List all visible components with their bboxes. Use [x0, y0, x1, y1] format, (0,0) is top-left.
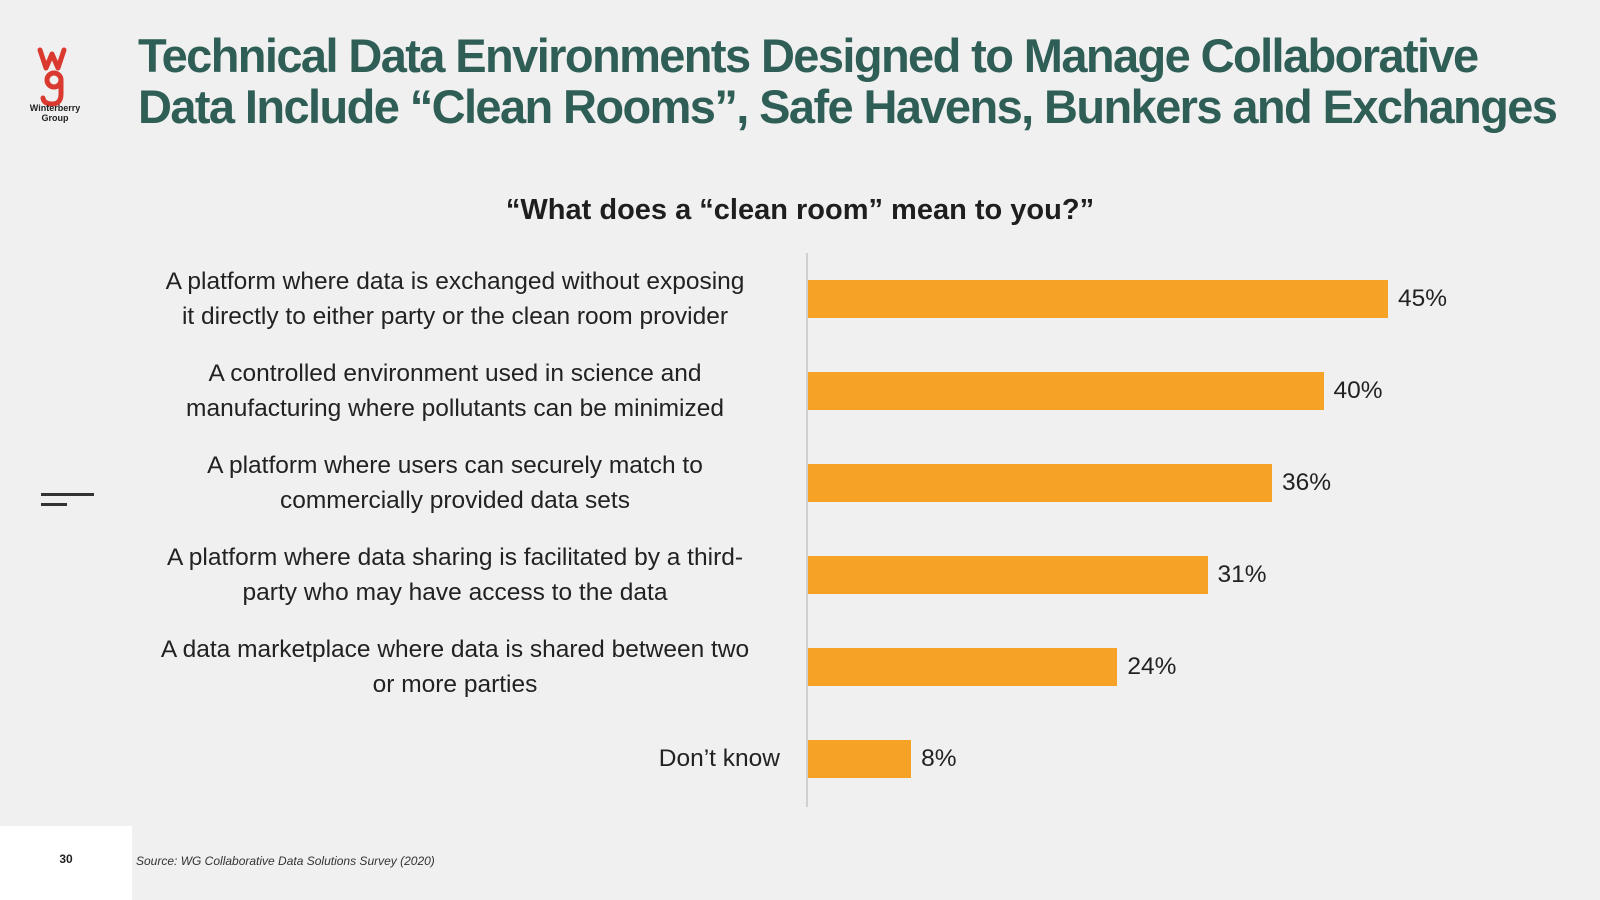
slide-title-line2: Data Include “Clean Rooms”, Safe Havens,…	[138, 80, 1558, 133]
slide-title-line1: Technical Data Environments Designed to …	[138, 29, 1479, 82]
category-label-line1: A platform where data sharing is facilit…	[166, 544, 744, 571]
logo-w-mark	[37, 47, 67, 71]
category-label: A controlled environment used in science…	[130, 356, 780, 426]
category-label: A platform where data sharing is facilit…	[130, 540, 780, 610]
category-label: A platform where data is exchanged witho…	[130, 264, 780, 334]
category-label-line1: A controlled environment used in science…	[208, 360, 702, 387]
logo-caption: Winterberry Group	[18, 103, 92, 123]
category-label: Don’t know	[658, 745, 780, 772]
data-label: 8%	[921, 745, 957, 772]
logo-caption-line2: Group	[41, 113, 69, 123]
data-label: 45%	[1398, 285, 1448, 312]
bar	[808, 556, 1208, 594]
category-label-line1: A platform where data is exchanged witho…	[165, 268, 745, 295]
category-label-line2: it directly to either party or the clean…	[181, 303, 729, 330]
decorative-dash	[41, 493, 94, 496]
logo-caption-line1: Winterberry	[29, 103, 81, 113]
slide-title: Technical Data Environments Designed to …	[138, 30, 1578, 132]
category-label-line1: A platform where users can securely matc…	[207, 452, 703, 479]
category-label: A platform where users can securely matc…	[130, 448, 780, 518]
winterberry-logo	[37, 47, 67, 107]
data-label: 36%	[1282, 469, 1332, 496]
bar	[808, 464, 1272, 502]
category-label-line2: party who may have access to the data	[242, 579, 668, 606]
category-label-line2: or more parties	[372, 671, 538, 698]
page-number: 30	[59, 852, 73, 866]
logo-g-tail	[40, 77, 64, 107]
bar	[808, 740, 912, 778]
source-note: Source: WG Collaborative Data Solutions …	[136, 854, 435, 868]
bar	[808, 372, 1324, 410]
page-number-box	[0, 826, 132, 900]
bar	[808, 280, 1388, 318]
data-label: 40%	[1333, 377, 1383, 404]
category-label-line1: A data marketplace where data is shared …	[160, 636, 750, 663]
chart-axis-line	[806, 253, 808, 807]
category-label-line2: commercially provided data sets	[280, 487, 630, 514]
category-label: A data marketplace where data is shared …	[130, 632, 780, 702]
bar	[808, 648, 1118, 686]
data-label: 31%	[1217, 561, 1267, 588]
data-label: 24%	[1127, 653, 1177, 680]
chart-title: “What does a “clean room” mean to you?”	[505, 194, 1095, 226]
category-label-line2: manufacturing where pollutants can be mi…	[186, 395, 724, 422]
decorative-dash-short	[41, 503, 67, 506]
